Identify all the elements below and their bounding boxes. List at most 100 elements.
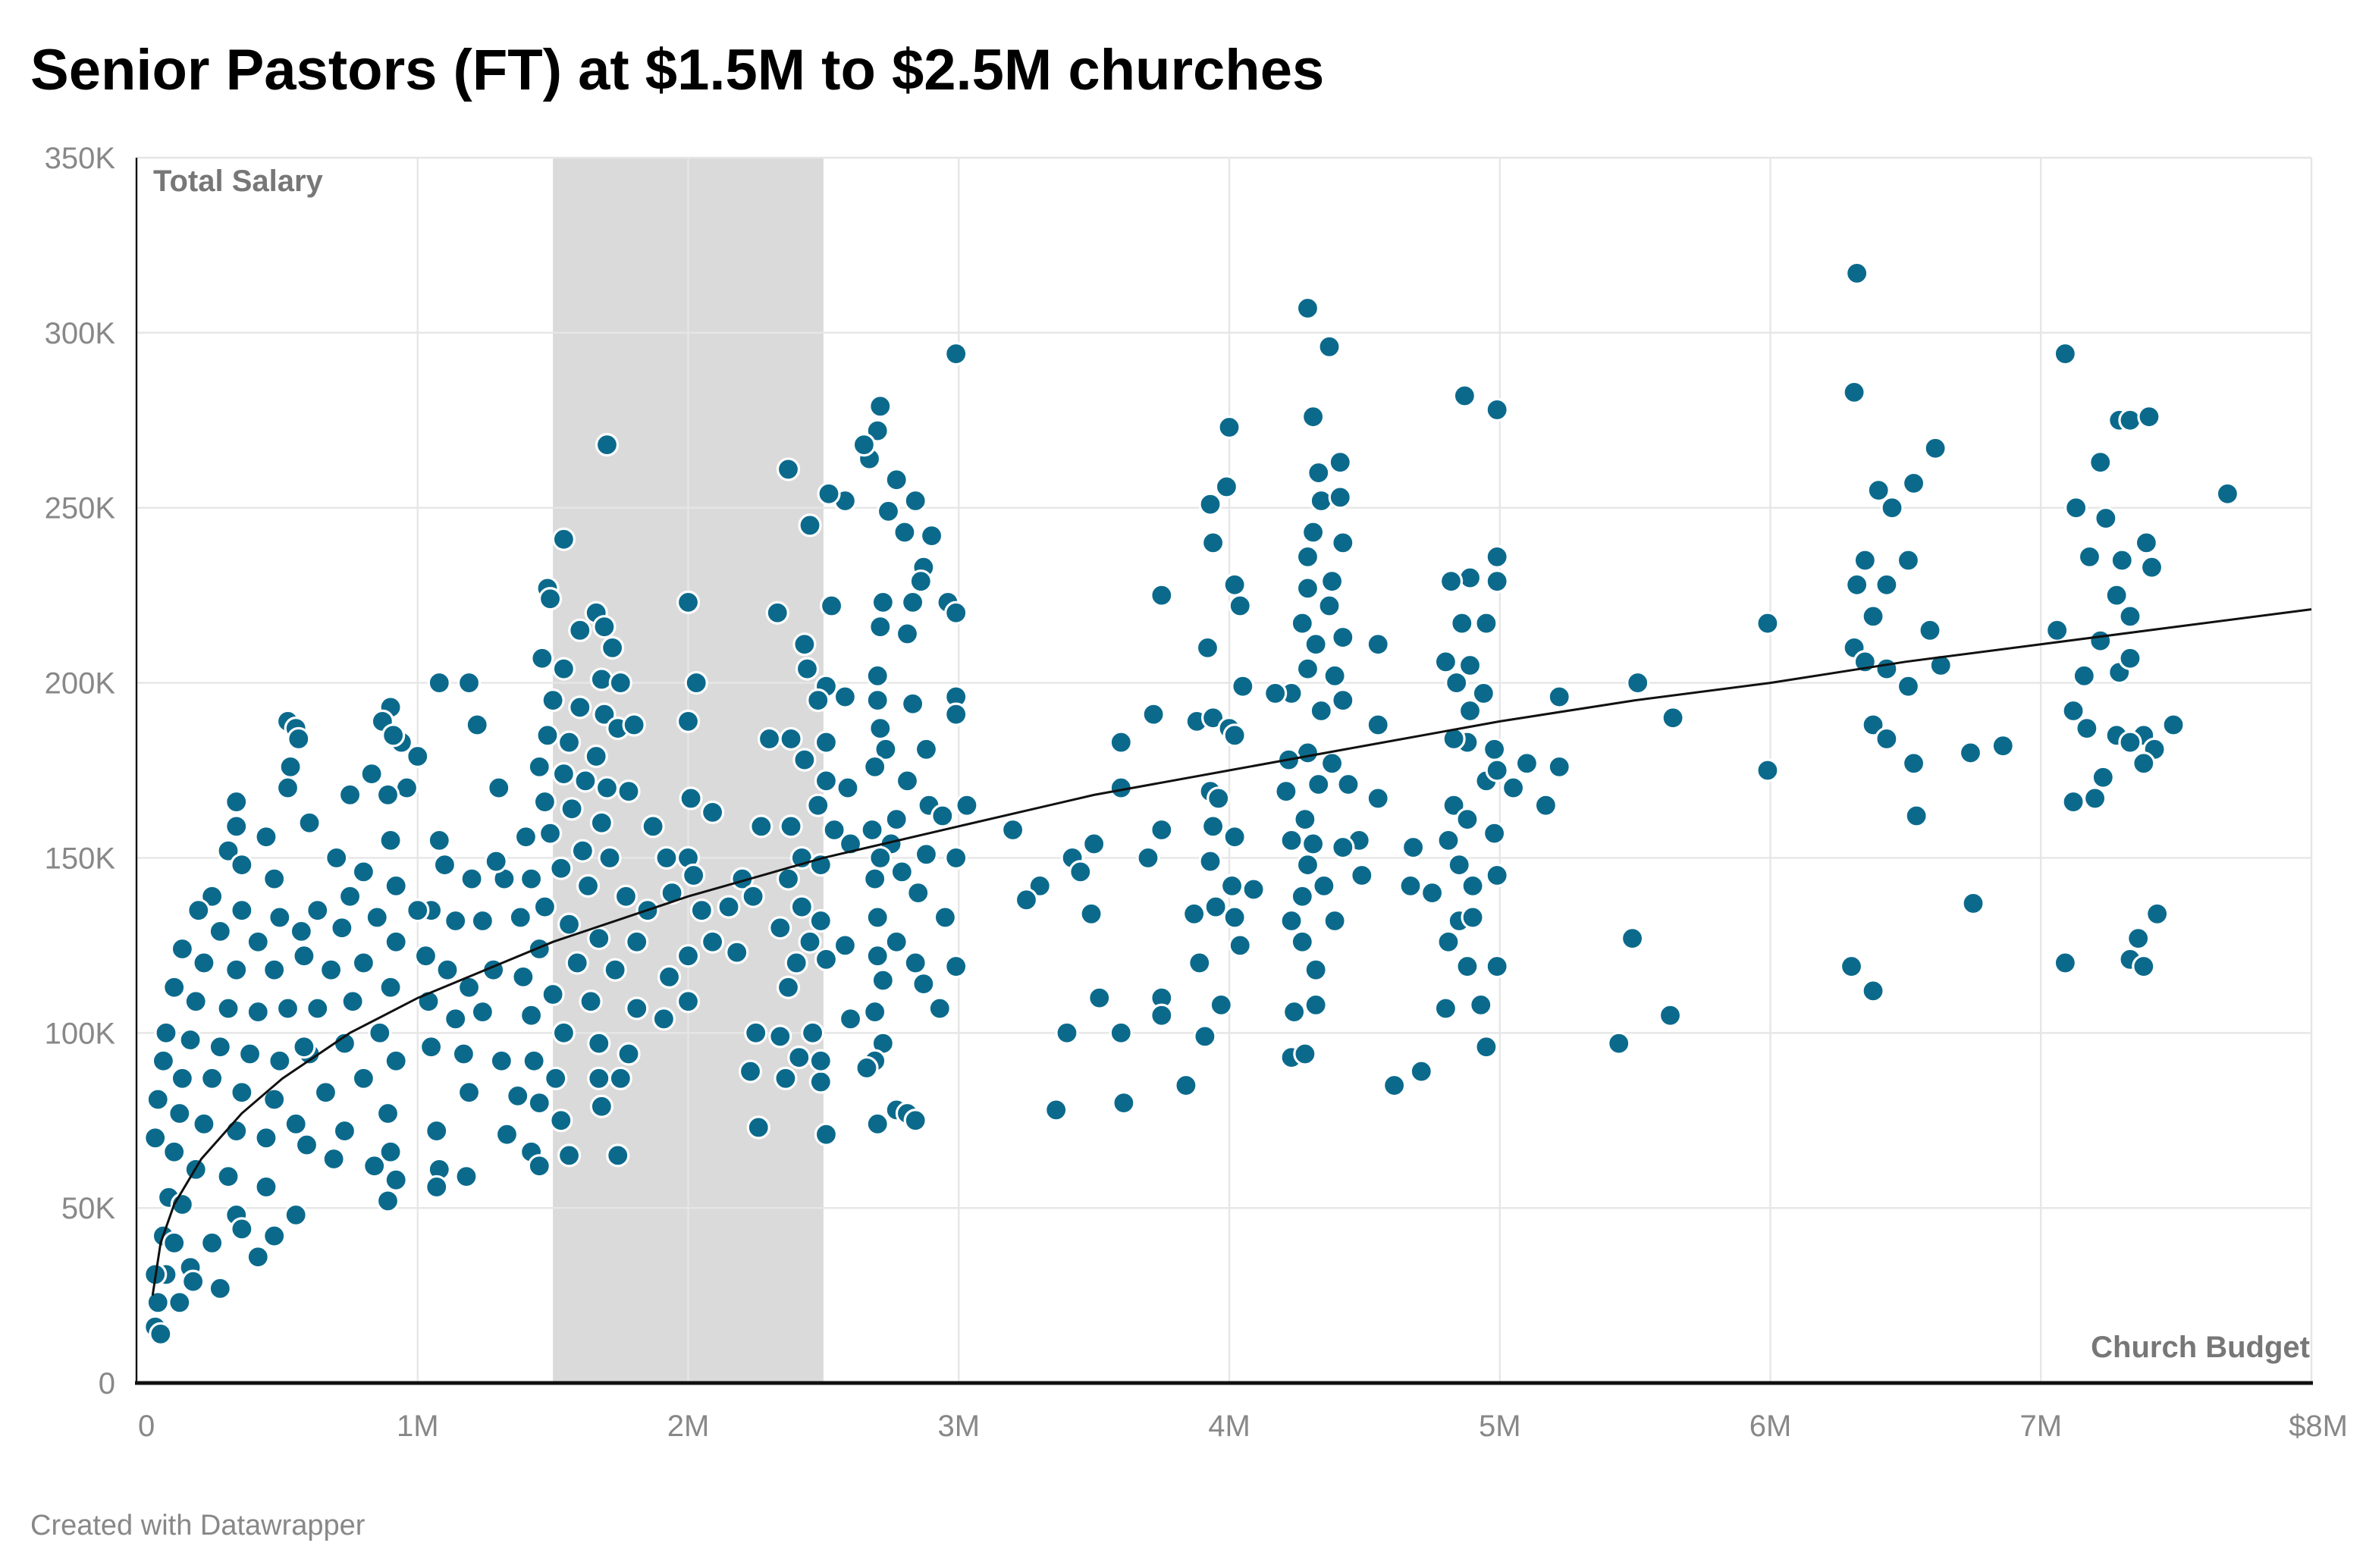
data-point xyxy=(551,1021,576,1045)
data-point xyxy=(246,1245,270,1269)
data-point xyxy=(876,499,901,523)
data-point xyxy=(676,709,701,733)
data-point xyxy=(1136,845,1160,870)
data-point xyxy=(795,657,820,681)
data-point xyxy=(275,996,300,1021)
data-point xyxy=(1928,653,1953,678)
data-point xyxy=(792,632,817,657)
data-point xyxy=(1485,863,1509,888)
x-axis-label: Church Budget xyxy=(2091,1331,2310,1364)
data-point xyxy=(944,601,968,625)
data-point xyxy=(1044,1098,1068,1122)
data-point xyxy=(863,754,887,779)
data-point xyxy=(432,853,457,877)
x-tick-label: 4M xyxy=(1208,1410,1250,1443)
data-point xyxy=(903,951,927,975)
data-point xyxy=(2139,555,2164,579)
data-point xyxy=(784,951,808,975)
data-point xyxy=(435,958,460,982)
data-point xyxy=(1301,405,1326,429)
data-point xyxy=(200,1066,224,1090)
data-point xyxy=(557,730,582,754)
data-point xyxy=(613,884,639,908)
data-point xyxy=(592,615,617,639)
data-point xyxy=(725,940,749,964)
data-point xyxy=(865,944,890,968)
data-point xyxy=(489,1049,513,1073)
data-point xyxy=(284,1203,308,1227)
data-point xyxy=(1547,685,1571,709)
data-point xyxy=(1401,835,1426,860)
data-point xyxy=(589,667,613,691)
data-point xyxy=(384,1049,408,1073)
data-point xyxy=(1350,863,1374,888)
data-point xyxy=(325,845,349,870)
data-point xyxy=(1307,772,1331,797)
data-point xyxy=(865,1112,890,1136)
data-point xyxy=(146,1290,170,1315)
data-point xyxy=(1756,611,1780,635)
data-point xyxy=(508,905,532,930)
data-point xyxy=(2104,583,2129,607)
data-point xyxy=(457,670,482,695)
data-point xyxy=(565,951,589,975)
y-tick-label: 300K xyxy=(45,317,116,350)
data-point xyxy=(865,663,890,688)
data-point xyxy=(871,968,895,993)
data-point xyxy=(768,1024,792,1049)
data-point xyxy=(579,989,603,1014)
data-point xyxy=(651,1007,676,1031)
data-point xyxy=(551,657,576,681)
x-tick-label: 6M xyxy=(1749,1410,1792,1443)
data-point xyxy=(701,800,725,825)
data-point xyxy=(1082,832,1106,856)
data-point xyxy=(608,670,632,695)
data-point xyxy=(1295,576,1320,601)
data-point xyxy=(1150,583,1174,607)
data-point xyxy=(1293,1042,1317,1066)
data-point xyxy=(513,825,538,849)
data-point xyxy=(527,754,551,779)
data-point xyxy=(927,996,952,1021)
data-point xyxy=(1228,933,1252,958)
data-point xyxy=(855,1055,879,1080)
data-point xyxy=(551,527,576,551)
data-point xyxy=(1263,681,1288,706)
data-point xyxy=(1483,737,1507,761)
data-point xyxy=(1455,808,1480,832)
data-point xyxy=(1174,1073,1198,1098)
data-point xyxy=(654,845,679,870)
data-point xyxy=(1068,860,1093,884)
chart-title: Senior Pastors (FT) at $1.5M to $2.5M ch… xyxy=(30,38,1324,102)
data-point xyxy=(375,1189,400,1213)
data-point xyxy=(292,1035,316,1059)
data-point xyxy=(836,776,860,800)
data-point xyxy=(519,1003,544,1027)
data-point xyxy=(538,587,563,611)
data-point xyxy=(863,867,887,891)
data-point xyxy=(1445,670,1469,695)
data-point xyxy=(1290,611,1314,635)
data-point xyxy=(1222,905,1247,930)
footer-credit[interactable]: Created with Datawrapper xyxy=(30,1510,366,1541)
data-point xyxy=(779,814,803,839)
data-point xyxy=(930,804,955,828)
data-point xyxy=(340,989,365,1014)
data-point xyxy=(184,989,208,1014)
data-point xyxy=(1961,891,1985,916)
data-point xyxy=(254,825,278,849)
data-point xyxy=(1301,832,1326,856)
data-point xyxy=(1861,713,1885,737)
data-point xyxy=(1228,594,1252,618)
data-point xyxy=(806,793,830,817)
data-point xyxy=(460,867,484,891)
data-point xyxy=(617,1042,641,1066)
data-point xyxy=(776,457,801,481)
data-point xyxy=(1320,569,1345,594)
data-point xyxy=(1222,825,1247,849)
data-point xyxy=(1055,1021,1079,1045)
data-point xyxy=(1626,670,1650,695)
data-point xyxy=(1853,548,1877,572)
data-point xyxy=(1200,814,1225,839)
data-point xyxy=(868,615,893,639)
